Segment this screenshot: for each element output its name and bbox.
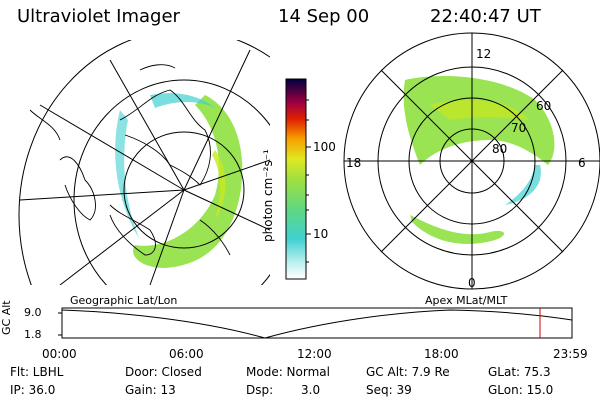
mlt-label-12: 12 (476, 47, 492, 61)
colorbar-tick-10: 10 (313, 227, 329, 241)
mlt-label-18: 18 (346, 156, 362, 170)
date-label: 14 Sep 00 (278, 6, 370, 27)
gc-alt-info: GC Alt: 7.9 Re (366, 365, 450, 379)
mlat-label-80: 80 (492, 142, 508, 156)
time-label: 22:40:47 UT (430, 6, 541, 27)
geographic-map (18, 40, 270, 285)
glat-info: GLat: 75.3 (488, 365, 551, 379)
timeline-xtick-0600: 06:00 (169, 347, 204, 361)
filter-info: Flt: LBHL (10, 365, 64, 379)
colorbar (285, 78, 307, 280)
seq-info: Seq: 39 (366, 383, 412, 397)
mlt-label-0: 0 (468, 276, 476, 290)
gain-info: Gain: 13 (125, 383, 176, 397)
timeline-xtick-1200: 12:00 (297, 347, 332, 361)
right-panel-label: Apex MLat/MLT (425, 294, 508, 307)
timeline-ytick-1-8: 1.8 (24, 328, 42, 341)
colorbar-ticks (306, 99, 311, 263)
dsp-value: 3.0 (301, 383, 321, 397)
orbit-altitude-curve (61, 309, 573, 339)
colorbar-unit-label: photon cm⁻²s⁻¹ (261, 149, 275, 242)
mlat-label-70: 70 (511, 121, 527, 135)
mode-info: Mode: Normal (246, 365, 330, 379)
colorbar-tick-100: 100 (313, 140, 336, 154)
instrument-title: Ultraviolet Imager (17, 6, 180, 27)
timeline-xtick-2359: 23:59 (553, 347, 588, 361)
ip-info: IP: 36.0 (10, 383, 56, 397)
timeline-plot (58, 307, 573, 339)
aurora-oval-left (133, 95, 243, 268)
polar-plot (343, 32, 600, 290)
glon-info: GLon: 15.0 (488, 383, 554, 397)
mlt-label-6: 6 (578, 156, 586, 170)
mlat-label-60: 60 (536, 99, 552, 113)
timeline-xtick-1800: 18:00 (424, 347, 459, 361)
timeline-ytick-9: 9.0 (24, 306, 42, 319)
door-info: Door: Closed (125, 365, 202, 379)
timeline-xtick-0000: 00:00 (42, 347, 77, 361)
left-panel-label: Geographic Lat/Lon (70, 294, 178, 307)
dsp-label: Dsp: (246, 383, 274, 397)
timeline-ylabel: GC Alt (0, 300, 13, 335)
aurora-oval-right (403, 76, 555, 165)
